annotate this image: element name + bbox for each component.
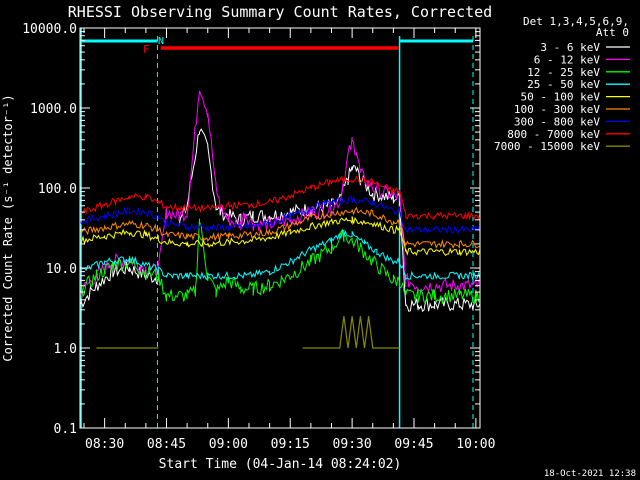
- legend-header: Det 1,3,4,5,6,9,: [523, 15, 629, 28]
- series-line-4: [79, 216, 481, 257]
- legend-label: 6 - 12 keV: [534, 53, 601, 66]
- legend-label: 50 - 100 keV: [521, 91, 601, 104]
- legend-label: 7000 - 15000 keV: [494, 140, 600, 153]
- x-tick-label: 09:00: [209, 437, 248, 452]
- y-tick-label: 1000.0: [30, 102, 77, 117]
- series-line-6: [79, 195, 481, 235]
- y-tick-label: 0.1: [54, 422, 77, 437]
- legend-label: 100 - 300 keV: [514, 103, 600, 116]
- legend-header: Att 0: [596, 26, 629, 39]
- flag-n-label: N: [158, 36, 164, 47]
- x-tick-label: 08:30: [85, 437, 124, 452]
- series-line-3: [79, 229, 481, 281]
- legend-label: 3 - 6 keV: [540, 41, 600, 54]
- legend-label: 25 - 50 keV: [527, 78, 600, 91]
- y-tick-label: 100.0: [38, 182, 77, 197]
- chart-title: RHESSI Observing Summary Count Rates, Co…: [68, 3, 492, 21]
- x-tick-label: 08:45: [147, 437, 186, 452]
- footer-timestamp: 18-Oct-2021 12:38: [544, 469, 636, 479]
- x-tick-label: 10:00: [456, 437, 495, 452]
- flag-f-label: F: [143, 43, 150, 56]
- attenuator-bands: [80, 28, 474, 428]
- x-tick-label: 09:45: [394, 437, 433, 452]
- y-tick-label: 10.0: [46, 262, 77, 277]
- y-tick-label: 1.0: [54, 342, 77, 357]
- series-line-7: [79, 175, 481, 221]
- series-line-8: [96, 316, 400, 349]
- series-line-5: [79, 206, 481, 249]
- x-tick-label: 09:15: [271, 437, 310, 452]
- y-tick-label: 10000.0: [22, 22, 77, 37]
- x-tick-label: 09:30: [333, 437, 372, 452]
- legend-label: 12 - 25 keV: [527, 66, 600, 79]
- legend-label: 300 - 800 keV: [514, 115, 600, 128]
- plot-frame: [79, 27, 481, 429]
- axis-ticks: 0.1 1.0 10.0 100.0 1000.0 10000.0 08:30 08:45 09…: [22, 22, 495, 452]
- series-line-2: [79, 218, 481, 305]
- legend-label: 800 - 7000 keV: [507, 128, 600, 141]
- series-lines: [79, 90, 481, 349]
- y-axis-label: Corrected Count Rate (s⁻¹ detector⁻¹): [1, 94, 15, 361]
- plot-axes: [79, 27, 481, 429]
- x-axis-label: Start Time (04-Jan-14 08:24:02): [159, 457, 402, 472]
